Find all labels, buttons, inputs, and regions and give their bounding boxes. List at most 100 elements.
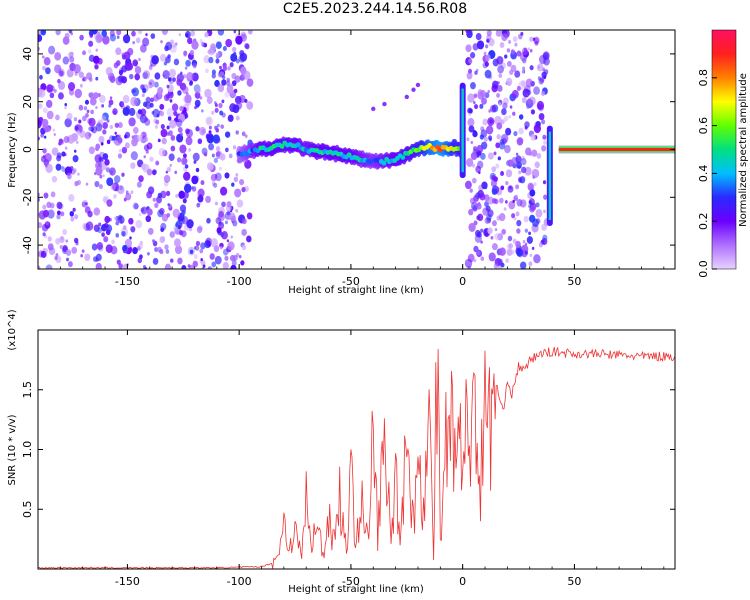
spectrogram-noise-blob — [99, 94, 106, 104]
spectrogram-sparse-point — [411, 87, 416, 92]
spectrogram-noise-blob — [115, 233, 120, 238]
spectrogram-noise-blob — [140, 84, 145, 91]
spectrogram-noise-blob — [61, 166, 66, 172]
spectrogram-noise-blob — [205, 237, 213, 247]
spectrogram-noise-blob — [508, 243, 514, 249]
spectrogram-noise-blob — [215, 151, 221, 157]
spectrogram-noise-blob — [105, 66, 113, 76]
spectrogram-noise-blob — [68, 89, 75, 96]
spectrogram-noise-blob — [109, 33, 116, 42]
spectrogram-noise-blob — [88, 126, 92, 131]
spectrogram-noise-blob — [56, 214, 61, 220]
spectrogram-x-label: Height of straight line (km) — [288, 285, 424, 296]
spectrogram-noise-blob — [210, 43, 217, 51]
spectrogram-noise-blob — [109, 96, 113, 100]
spectrogram-noise-blob — [170, 135, 176, 141]
spectrogram-noise-blob — [182, 153, 187, 159]
spectrogram-noise-blob — [187, 37, 193, 45]
spectrogram-noise-blob — [88, 117, 96, 127]
spectrogram-noise-blob — [485, 44, 489, 49]
spectrogram-noise-blob — [200, 258, 203, 262]
spectrogram-noise-blob — [471, 177, 477, 184]
spectrogram-noise-blob — [131, 138, 138, 147]
spectrogram-noise-blob — [483, 136, 488, 142]
spectrogram-noise-blob — [98, 135, 105, 144]
spectrogram-noise-blob — [165, 190, 171, 197]
spectrogram-noise-blob — [39, 74, 43, 80]
spectrogram-noise-blob — [471, 163, 476, 168]
spectrogram-noise-blob — [495, 142, 500, 149]
spectrogram-noise-blob — [42, 209, 50, 218]
spectrogram-noise-blob — [233, 51, 237, 56]
spectrogram-noise-blob — [151, 55, 159, 65]
spectrogram-noise-blob — [208, 125, 212, 130]
spectrogram-noise-blob — [59, 244, 63, 250]
spectrogram-noise-blob — [206, 96, 213, 104]
spectrogram-noise-blob — [139, 114, 148, 124]
spectrogram-noise-blob — [101, 115, 107, 122]
spectrogram-noise-blob — [493, 151, 497, 156]
colorbar: 0.0 0.2 0.4 0.6 0.8 Normalized spectral ampl… — [697, 29, 749, 278]
spectrogram-noise-blob — [221, 201, 226, 208]
spectrogram-noise-blob — [114, 122, 119, 128]
spectrogram-noise-blob — [466, 137, 470, 142]
spectrogram-noise-blob — [225, 147, 229, 153]
spectrogram-noise-blob — [231, 182, 235, 187]
spectrogram-noise-blob — [194, 99, 201, 108]
spectrogram-noise-blob — [520, 80, 526, 87]
spectrogram-noise-blob — [132, 247, 138, 255]
spectrogram-noise-blob — [479, 89, 486, 98]
spectrogram-noise-blob — [45, 220, 49, 226]
spectrogram-noise-blob — [468, 68, 473, 74]
spectrogram-noise-blob — [152, 108, 160, 118]
spectrogram-noise-blob — [218, 102, 223, 109]
spectrogram-noise-blob — [152, 257, 159, 265]
spectrogram-noise-blob — [505, 181, 509, 186]
spectrogram-noise-blob — [533, 86, 540, 95]
spectrogram-noise-blob — [529, 36, 534, 42]
spectrogram-track-point — [346, 152, 352, 158]
spectrogram-noise-blob — [74, 237, 79, 244]
spectrogram-noise-blob — [526, 236, 533, 244]
spectrogram-noise-blob — [227, 241, 235, 251]
spectrogram-noise-blob — [94, 180, 100, 188]
spectrogram-track-point — [295, 142, 301, 148]
spectrogram-noise-blob — [180, 211, 185, 218]
spectrogram-spike-core — [461, 88, 464, 173]
spectrogram-noise-blob — [516, 228, 521, 234]
spectrogram-noise-blob — [515, 240, 521, 248]
spectrogram-noise-blob — [62, 36, 70, 45]
spectrogram-noise-blob — [235, 173, 239, 177]
spectrogram-noise-blob — [197, 138, 203, 145]
spectrogram-noise-blob — [69, 210, 75, 217]
spectrogram-track-point — [381, 160, 387, 166]
spectrogram-noise-blob — [163, 71, 167, 76]
spectrogram-noise-blob — [531, 149, 538, 157]
spectrogram-noise-blob — [191, 175, 199, 185]
spectrogram-noise-blob — [41, 118, 49, 128]
spectrogram-noise-blob — [129, 73, 134, 80]
spectrogram-noise-blob — [227, 114, 234, 122]
spectrogram-noise-blob — [62, 56, 70, 65]
spectrogram-noise-blob — [507, 185, 514, 193]
spectrogram-noise-blob — [192, 62, 197, 69]
spectrogram-noise-blob — [40, 250, 47, 258]
spectrogram-noise-blob — [38, 197, 41, 202]
spectrogram-noise-blob — [503, 207, 507, 211]
spectrogram-noise-blob — [125, 190, 129, 195]
spectrogram-noise-blob — [480, 152, 486, 160]
spectrogram-noise-blob — [159, 249, 164, 255]
spectrogram-noise-blob — [168, 130, 173, 137]
spectrogram-noise-blob — [200, 242, 206, 250]
spectrogram-noise-blob — [231, 260, 237, 267]
spectrogram-noise-blob — [542, 234, 548, 241]
spectrogram-noise-blob — [143, 155, 146, 159]
spectrogram-noise-blob — [153, 81, 159, 88]
spectrogram-noise-blob — [492, 58, 499, 67]
spectrogram-noise-blob — [505, 127, 512, 136]
spectrogram-noise-blob — [57, 78, 61, 84]
spectrogram-noise-blob — [140, 206, 148, 215]
spectrogram-noise-blob — [488, 137, 492, 142]
spectrogram-noise-blob — [500, 262, 505, 268]
spectrogram-noise-blob — [235, 35, 243, 45]
